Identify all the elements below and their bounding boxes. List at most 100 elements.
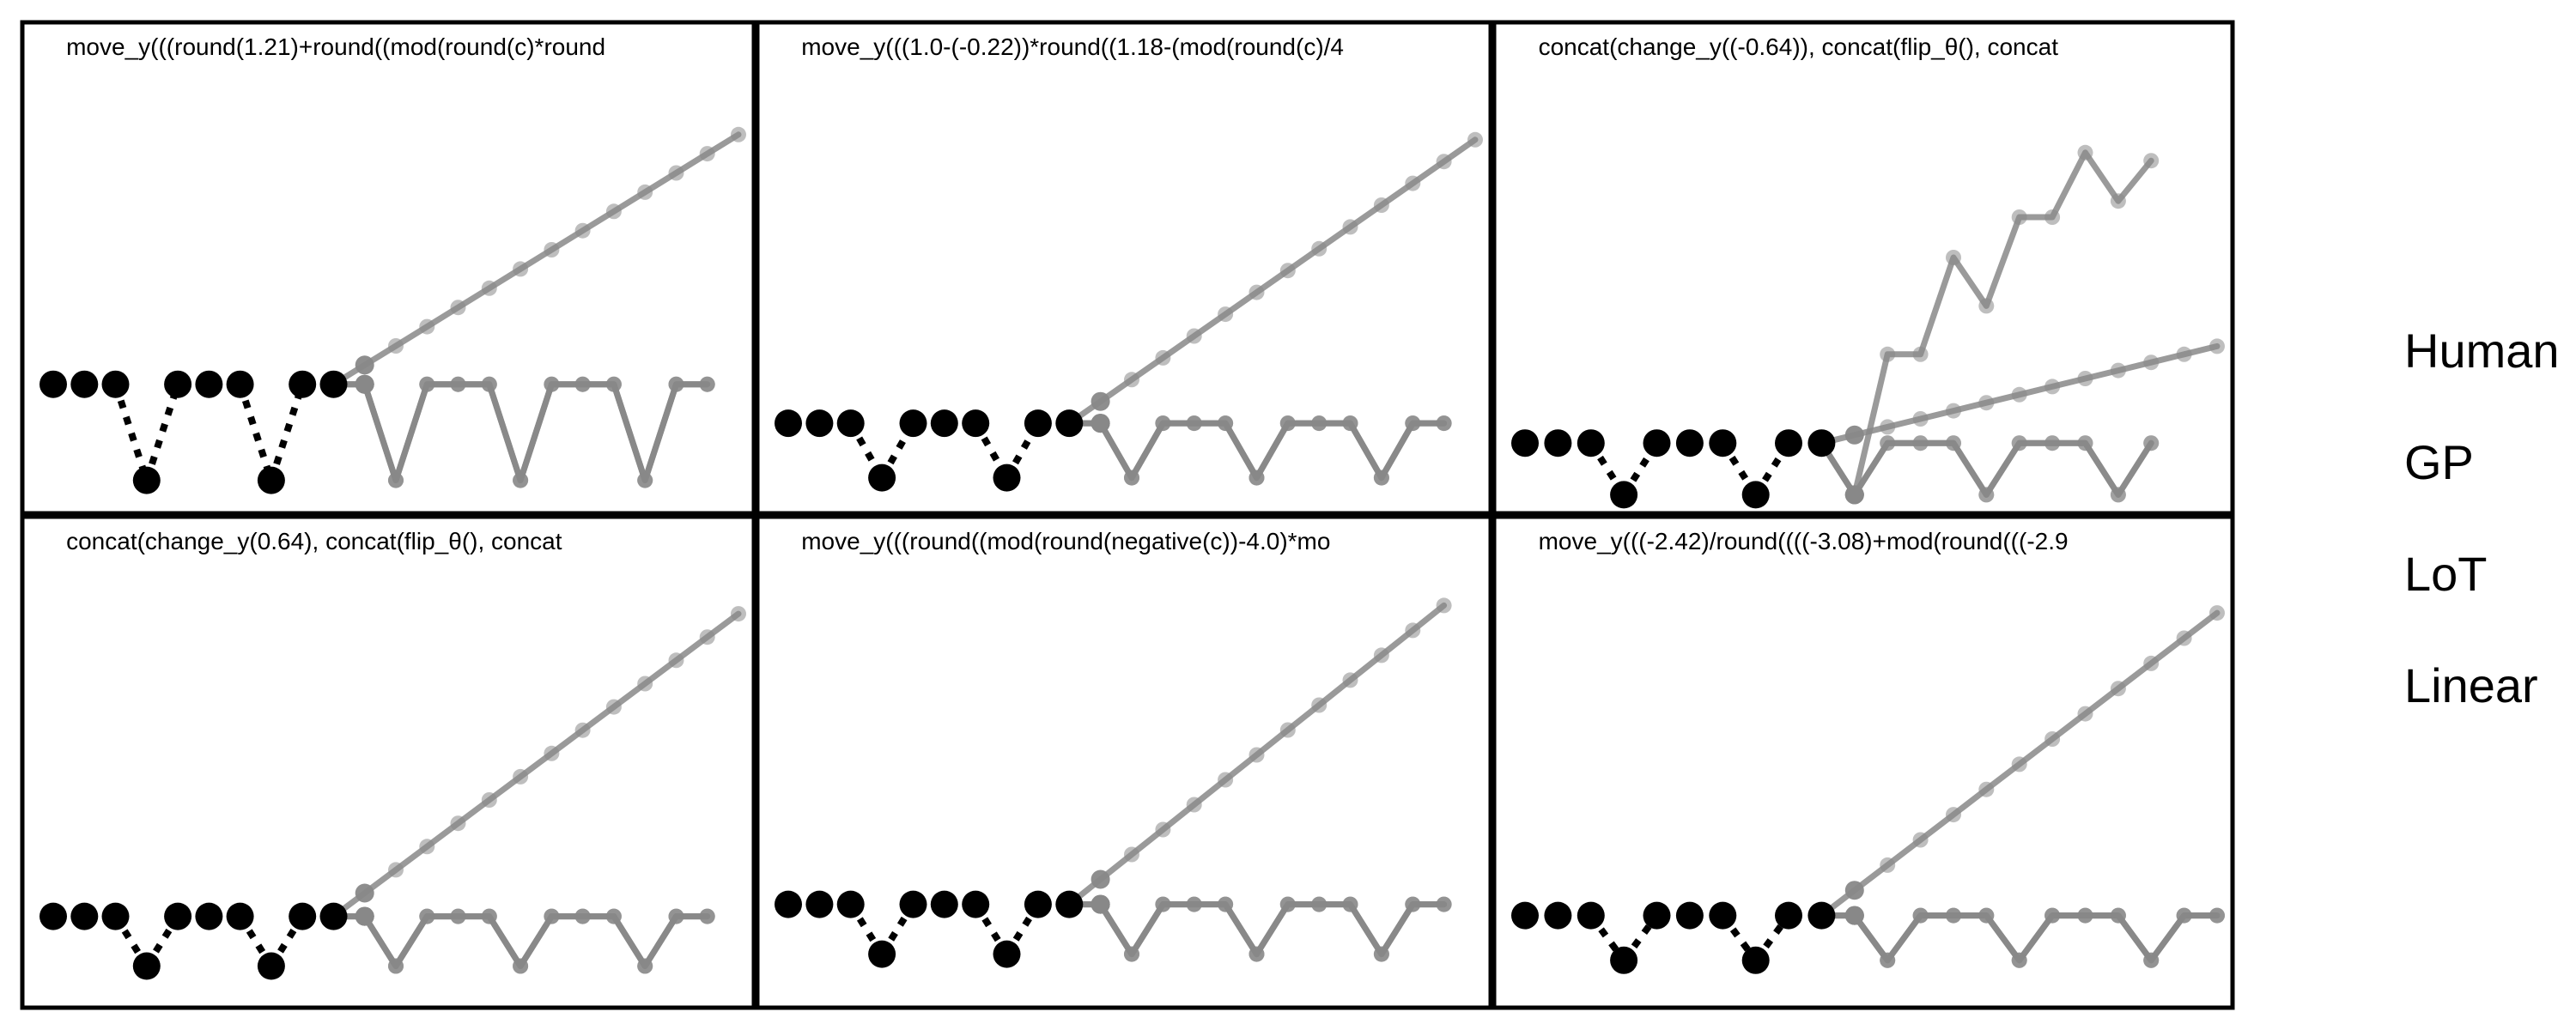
panel-6-observed-point <box>1511 901 1539 930</box>
panel-1-observed-point <box>39 370 67 398</box>
panel-3-series-1-point <box>2176 346 2192 362</box>
panel-5-observed-point <box>930 890 958 918</box>
panel-2-series-1-point <box>1373 197 1389 213</box>
panel-3-series-4-point <box>1978 487 1995 503</box>
panel-2-series-4-point <box>1124 470 1139 486</box>
panel-6-series-4-point <box>2209 907 2225 924</box>
panel-3-observed-point <box>1741 481 1770 509</box>
panel-5-series-1-point <box>1436 597 1452 614</box>
panel-3-series-4-line <box>1818 439 2154 498</box>
panel-1-observed-point <box>132 466 161 494</box>
panel-1-series-1-point <box>699 146 715 162</box>
panel-6-series-1-point <box>2077 706 2093 722</box>
panel-1-series-4-line <box>331 381 711 484</box>
panel-1: move_y(((round(1.21)+round((mod(round(c)… <box>20 20 756 516</box>
panel-4-observed-point <box>195 902 223 930</box>
panel-5-observed-point <box>775 890 802 918</box>
panel-6-observed-point <box>1610 946 1638 974</box>
panel-2-plot-area: move_y(((1.0-(-0.22))*round((1.18-(mod(r… <box>775 33 1483 492</box>
panel-6-observed-point <box>1544 901 1572 930</box>
panel-1-observed-point <box>257 466 285 494</box>
panel-5-series-1-point <box>1373 647 1389 663</box>
panel-4-series-1-point <box>731 606 746 622</box>
panel-2-series-1-point <box>1186 328 1202 344</box>
panel-4-series-4-point <box>450 908 466 924</box>
legend-label-lot: LoT <box>2404 547 2488 601</box>
panel-5-observed-point <box>1055 890 1084 918</box>
panel-4-plot-area: concat(change_y(0.64), concat(flip_θ(), … <box>39 528 746 980</box>
panel-2-observed-point <box>775 409 802 438</box>
panel-4-observed-point <box>101 902 130 930</box>
panel-3-observed-point <box>1544 429 1572 457</box>
panel-3-series-4-point <box>2110 487 2126 503</box>
panel-1-series-1-point <box>544 242 560 258</box>
panel-2-series-4-point <box>1279 415 1296 432</box>
panel-4-series-1-point <box>574 722 591 738</box>
panel-1-series-1-point <box>355 355 374 375</box>
panel-2-series-4-point <box>1155 415 1171 432</box>
panel-1-observed-link <box>143 383 181 482</box>
panel-3-series-1-point <box>2011 386 2027 403</box>
panel-1-observed-point <box>319 370 348 398</box>
panel-6-series-4-point <box>1946 907 1961 924</box>
panel-2-series-1-point <box>1436 154 1452 170</box>
panel-6-series-1-point <box>2176 630 2192 646</box>
panel-2-title: move_y(((1.0-(-0.22))*round((1.18-(mod(r… <box>801 33 1344 60</box>
panel-5-series-4-point <box>1124 946 1139 962</box>
panel-4-series-4-point <box>668 908 684 924</box>
panel-1-series-4-point <box>637 472 653 488</box>
panel-4-series-4-point <box>637 958 653 974</box>
panel-6-series-4-point <box>1912 907 1929 924</box>
panel-3-series-1-point <box>2110 362 2126 379</box>
panel-4-frame <box>20 514 756 1010</box>
panel-1-observed-point <box>195 370 223 398</box>
panel-4-observed-point <box>257 952 285 980</box>
panel-6-series-1-point <box>2143 655 2160 671</box>
panel-2-series-4-point <box>1218 415 1234 432</box>
panel-2-series-4-point <box>1311 415 1327 432</box>
panel-4-series-4-point <box>605 908 622 924</box>
panel-6-series-1-point <box>1880 857 1896 873</box>
panel-5-series-4-point <box>1405 896 1421 912</box>
panel-5-series-4-point <box>1155 896 1171 912</box>
panel-3-series-2-point <box>2077 144 2093 161</box>
panel-5: move_y(((round((mod(round(negative(c))-4… <box>755 514 1493 1010</box>
panel-2-series-1-point <box>1218 306 1234 323</box>
panel-2-series-1-point <box>1124 372 1139 388</box>
panel-6-series-4-point <box>1844 906 1864 925</box>
panel-1-observed-point <box>101 370 130 398</box>
panel-6-series-4-point <box>2110 907 2126 924</box>
panel-3: concat(change_y((-0.64)), concat(flip_θ(… <box>1492 20 2235 516</box>
panel-2-series-1-point <box>1091 391 1110 411</box>
panel-2-series-4-point <box>1373 470 1389 486</box>
panel-5-series-4-point <box>1342 896 1358 912</box>
panel-1-observed-point <box>289 370 317 398</box>
panel-3-series-4-point <box>2011 435 2027 451</box>
panel-6-series-4-point <box>2176 907 2192 924</box>
panel-5-observed-point <box>899 890 927 918</box>
panel-5-series-1-point <box>1249 747 1265 763</box>
panel-6-series-4-point <box>1978 907 1995 924</box>
panel-6-series-1-point <box>2044 731 2061 747</box>
panel-2-frame <box>755 20 1493 516</box>
panel-2-series-1-point <box>1342 219 1358 235</box>
panel-3-observed-point <box>1643 429 1671 457</box>
panel-4-series-1-point <box>544 745 560 761</box>
panel-3-series-2-point <box>2143 153 2160 169</box>
panel-1-observed-point <box>70 370 99 398</box>
legend: Human GP LoT Linear <box>2404 324 2560 712</box>
panel-1-series-4-point <box>481 376 497 392</box>
panel-4-series-4-point <box>388 958 404 974</box>
panel-2-series-4-line <box>1066 420 1448 482</box>
panel-1-series-4-point <box>574 376 591 392</box>
panel-3-series-4-point <box>1912 435 1929 451</box>
panel-4-series-1-point <box>355 883 374 903</box>
panel-1-series-1-point <box>605 203 622 220</box>
panel-6-observed-point <box>1577 901 1605 930</box>
panel-3-title: concat(change_y((-0.64)), concat(flip_θ(… <box>1539 33 2059 60</box>
panel-6: move_y(((-2.42)/round((((-3.08)+mod(roun… <box>1492 514 2235 1010</box>
panel-6-series-1-point <box>2209 605 2225 621</box>
panel-3-observed-point <box>1610 481 1638 509</box>
panel-3-series-2-point <box>1946 250 1961 265</box>
